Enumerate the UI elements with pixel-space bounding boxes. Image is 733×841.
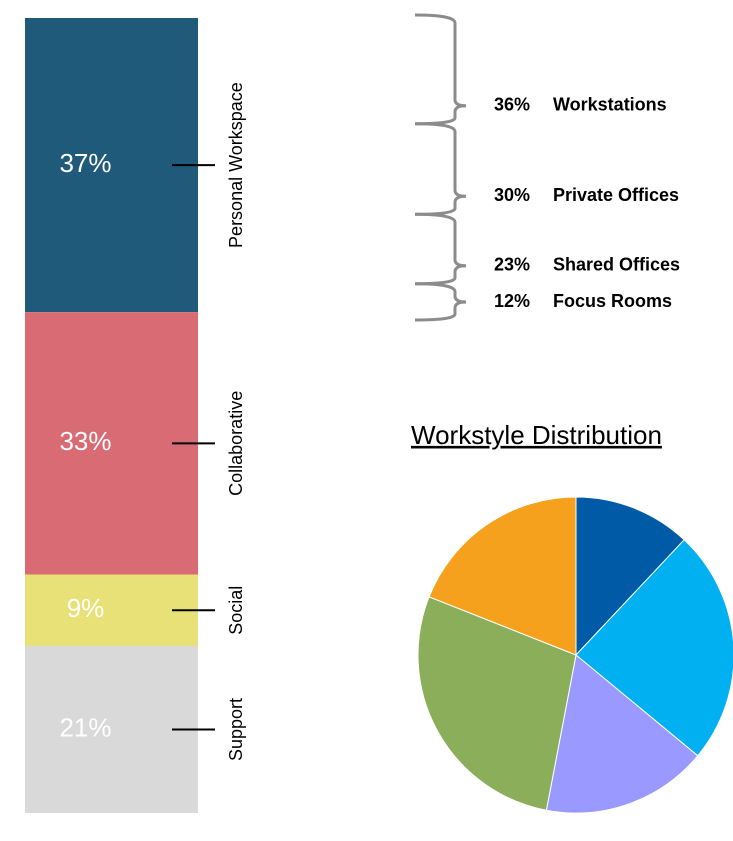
segment-label: 21% — [59, 712, 111, 742]
category-label: Support — [226, 698, 246, 761]
segment-label: 9% — [67, 593, 105, 623]
pie-slice — [575, 496, 685, 657]
bracket — [414, 282, 467, 322]
bracket-value: 36% — [494, 94, 530, 114]
segment — [25, 646, 198, 813]
bracket-label: Focus Rooms — [553, 291, 672, 311]
pie-slice — [417, 596, 577, 811]
category-label: Personal Workspace — [226, 82, 246, 248]
category-label: Social — [226, 586, 246, 635]
bracket — [414, 122, 467, 216]
pie-title: Workstyle Distribution — [411, 420, 662, 450]
bracket — [414, 13, 467, 126]
bracket-label: Workstations — [553, 94, 667, 114]
segment — [25, 312, 198, 575]
bracket — [414, 212, 467, 286]
bracket-value: 30% — [494, 185, 530, 205]
pie-slice — [575, 539, 733, 757]
segment-label: 33% — [59, 426, 111, 456]
bracket-value: 23% — [494, 255, 530, 275]
bracket-label: Shared Offices — [553, 255, 680, 275]
category-label: Collaborative — [226, 391, 246, 496]
segment — [25, 574, 198, 647]
bracket-label: Private Offices — [553, 185, 679, 205]
pie-slice — [428, 496, 577, 656]
segment — [25, 18, 198, 313]
pie-slice — [545, 654, 699, 814]
segment-label: 37% — [59, 148, 111, 178]
bracket-value: 12% — [494, 291, 530, 311]
